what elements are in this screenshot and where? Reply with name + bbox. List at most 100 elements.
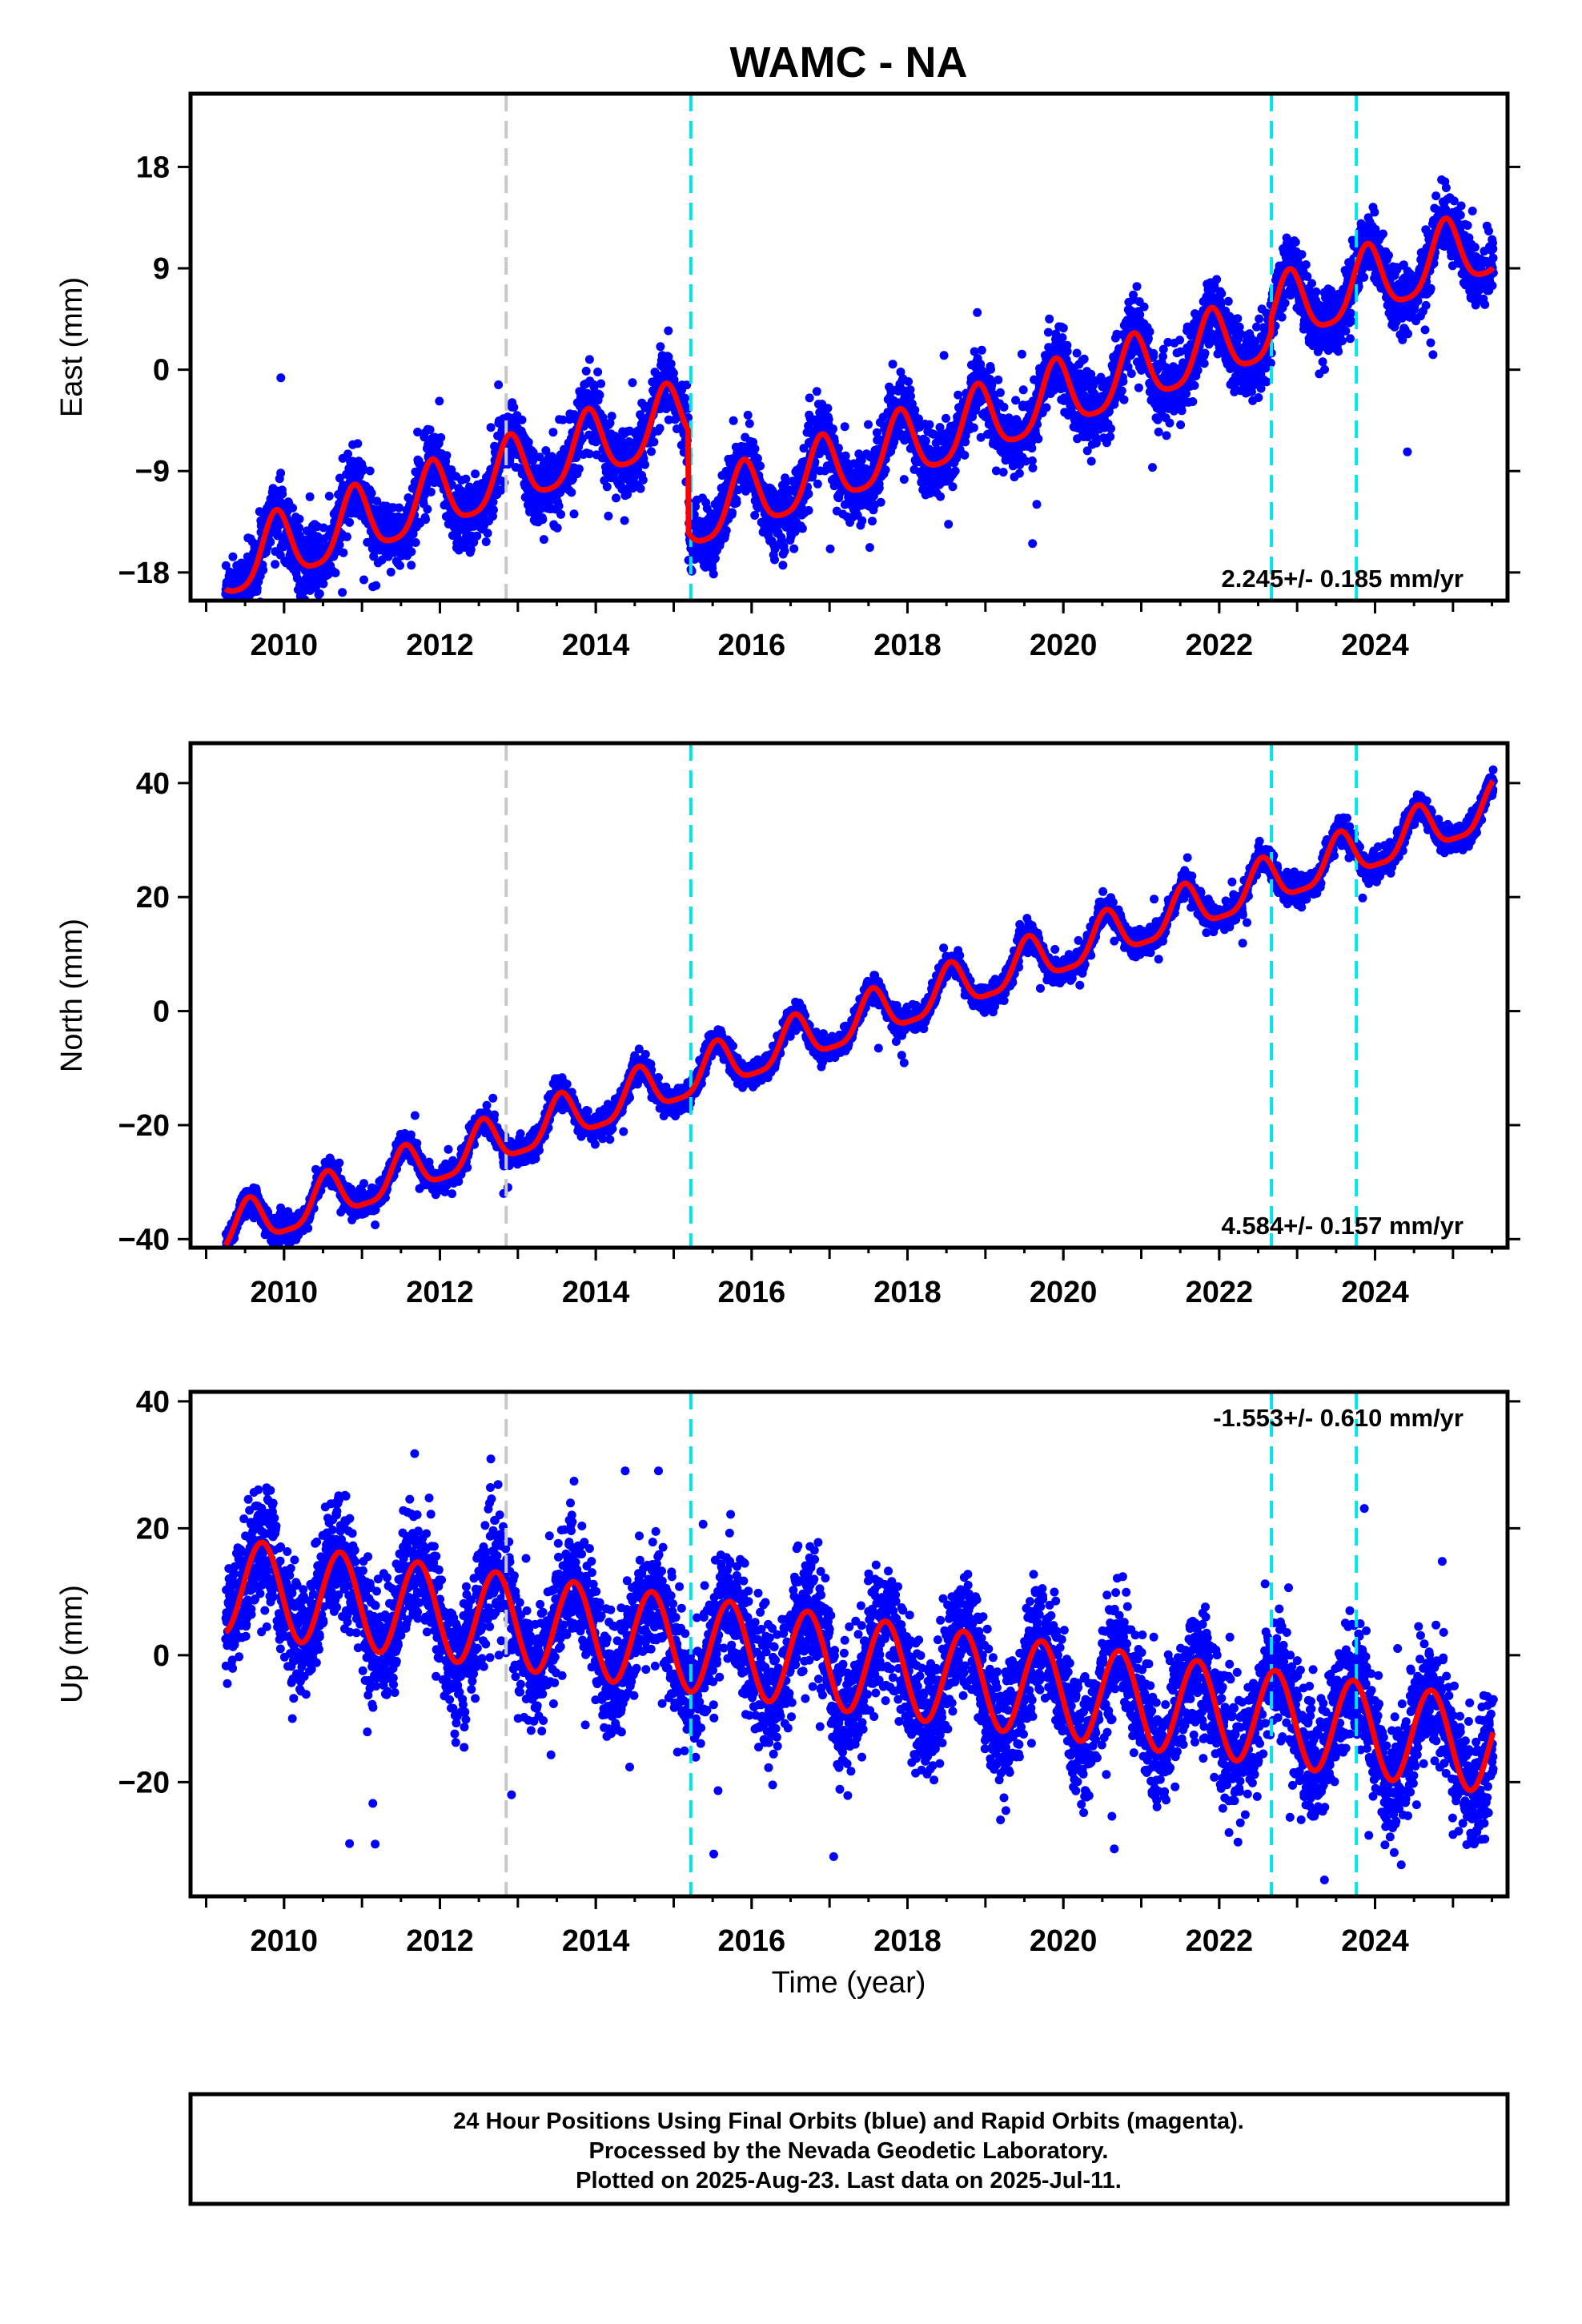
data-point bbox=[1032, 500, 1042, 509]
data-point bbox=[231, 620, 240, 629]
data-point bbox=[235, 605, 244, 613]
data-point bbox=[954, 390, 963, 400]
data-point bbox=[1043, 328, 1053, 337]
data-point bbox=[395, 503, 404, 513]
data-point bbox=[687, 620, 696, 629]
data-point bbox=[310, 604, 319, 613]
data-point bbox=[743, 410, 753, 420]
data-point bbox=[425, 425, 435, 435]
data-point bbox=[780, 546, 789, 556]
data-point bbox=[407, 547, 416, 557]
data-point bbox=[436, 432, 446, 442]
data-point bbox=[305, 492, 315, 501]
data-point bbox=[1018, 385, 1028, 395]
data-point bbox=[358, 463, 367, 472]
data-point bbox=[770, 555, 779, 565]
data-point bbox=[1254, 393, 1263, 402]
data-point bbox=[319, 523, 328, 533]
data-point bbox=[994, 375, 1003, 384]
data-point bbox=[1014, 468, 1024, 478]
data-point bbox=[745, 419, 754, 428]
data-point bbox=[620, 516, 629, 525]
data-point bbox=[556, 509, 565, 519]
data-point bbox=[1058, 333, 1067, 343]
data-point bbox=[1119, 395, 1129, 404]
data-point bbox=[276, 373, 286, 383]
data-point bbox=[1255, 314, 1264, 324]
data-point bbox=[226, 606, 235, 615]
data-point bbox=[1034, 434, 1043, 444]
data-point bbox=[517, 415, 527, 424]
data-point bbox=[944, 520, 954, 529]
data-point bbox=[596, 379, 606, 388]
data-point bbox=[345, 517, 355, 527]
data-point bbox=[426, 487, 436, 497]
data-point bbox=[1072, 348, 1082, 358]
data-point bbox=[386, 567, 396, 577]
data-point bbox=[331, 548, 341, 557]
data-point bbox=[906, 392, 915, 401]
data-point bbox=[638, 475, 648, 485]
data-point bbox=[367, 489, 376, 498]
data-point bbox=[234, 610, 243, 619]
data-point bbox=[353, 439, 363, 448]
data-point bbox=[227, 604, 235, 613]
data-point bbox=[948, 482, 958, 492]
data-point bbox=[251, 605, 259, 613]
data-point bbox=[483, 529, 492, 538]
data-point bbox=[233, 614, 242, 623]
data-point bbox=[636, 484, 645, 493]
data-point bbox=[804, 505, 813, 515]
data-point bbox=[242, 610, 251, 619]
data-point bbox=[295, 523, 303, 533]
data-point bbox=[1277, 312, 1287, 322]
data-point bbox=[224, 613, 233, 621]
data-point bbox=[728, 508, 737, 517]
data-point bbox=[995, 388, 1005, 397]
data-point bbox=[228, 552, 238, 561]
data-point bbox=[942, 413, 950, 423]
data-point bbox=[369, 552, 379, 561]
data-point bbox=[569, 509, 579, 519]
data-point bbox=[1188, 397, 1198, 406]
data-point bbox=[1262, 377, 1271, 387]
data-point bbox=[872, 428, 881, 437]
data-point bbox=[315, 589, 324, 598]
data-point bbox=[574, 464, 584, 473]
data-point bbox=[647, 447, 656, 456]
data-point bbox=[824, 415, 833, 424]
data-point bbox=[1217, 289, 1227, 299]
data-point bbox=[339, 548, 348, 557]
data-point bbox=[973, 308, 982, 317]
data-point bbox=[823, 404, 833, 413]
data-point bbox=[342, 532, 351, 541]
data-point bbox=[271, 560, 280, 569]
data-point bbox=[888, 360, 897, 369]
data-point bbox=[1028, 463, 1038, 472]
data-point bbox=[1079, 354, 1089, 364]
data-point bbox=[266, 537, 275, 547]
data-point bbox=[689, 642, 698, 651]
data-point bbox=[494, 380, 504, 389]
data-point bbox=[612, 493, 620, 503]
data-point bbox=[732, 498, 741, 508]
data-point bbox=[1145, 327, 1154, 336]
data-point bbox=[1177, 406, 1186, 416]
data-point bbox=[881, 465, 890, 475]
data-point bbox=[865, 543, 874, 553]
data-point bbox=[1027, 444, 1037, 453]
data-point bbox=[797, 524, 807, 533]
data-point bbox=[471, 469, 480, 479]
data-point bbox=[741, 486, 750, 496]
data-point bbox=[1176, 420, 1186, 429]
data-point bbox=[649, 437, 659, 447]
data-point bbox=[829, 424, 837, 434]
data-point bbox=[581, 366, 591, 376]
plot-area bbox=[221, 94, 1498, 651]
data-point bbox=[567, 488, 576, 497]
data-point bbox=[593, 368, 603, 376]
data-point bbox=[950, 466, 960, 476]
data-point bbox=[1086, 456, 1096, 466]
data-point bbox=[1132, 282, 1142, 292]
data-point bbox=[750, 444, 760, 453]
